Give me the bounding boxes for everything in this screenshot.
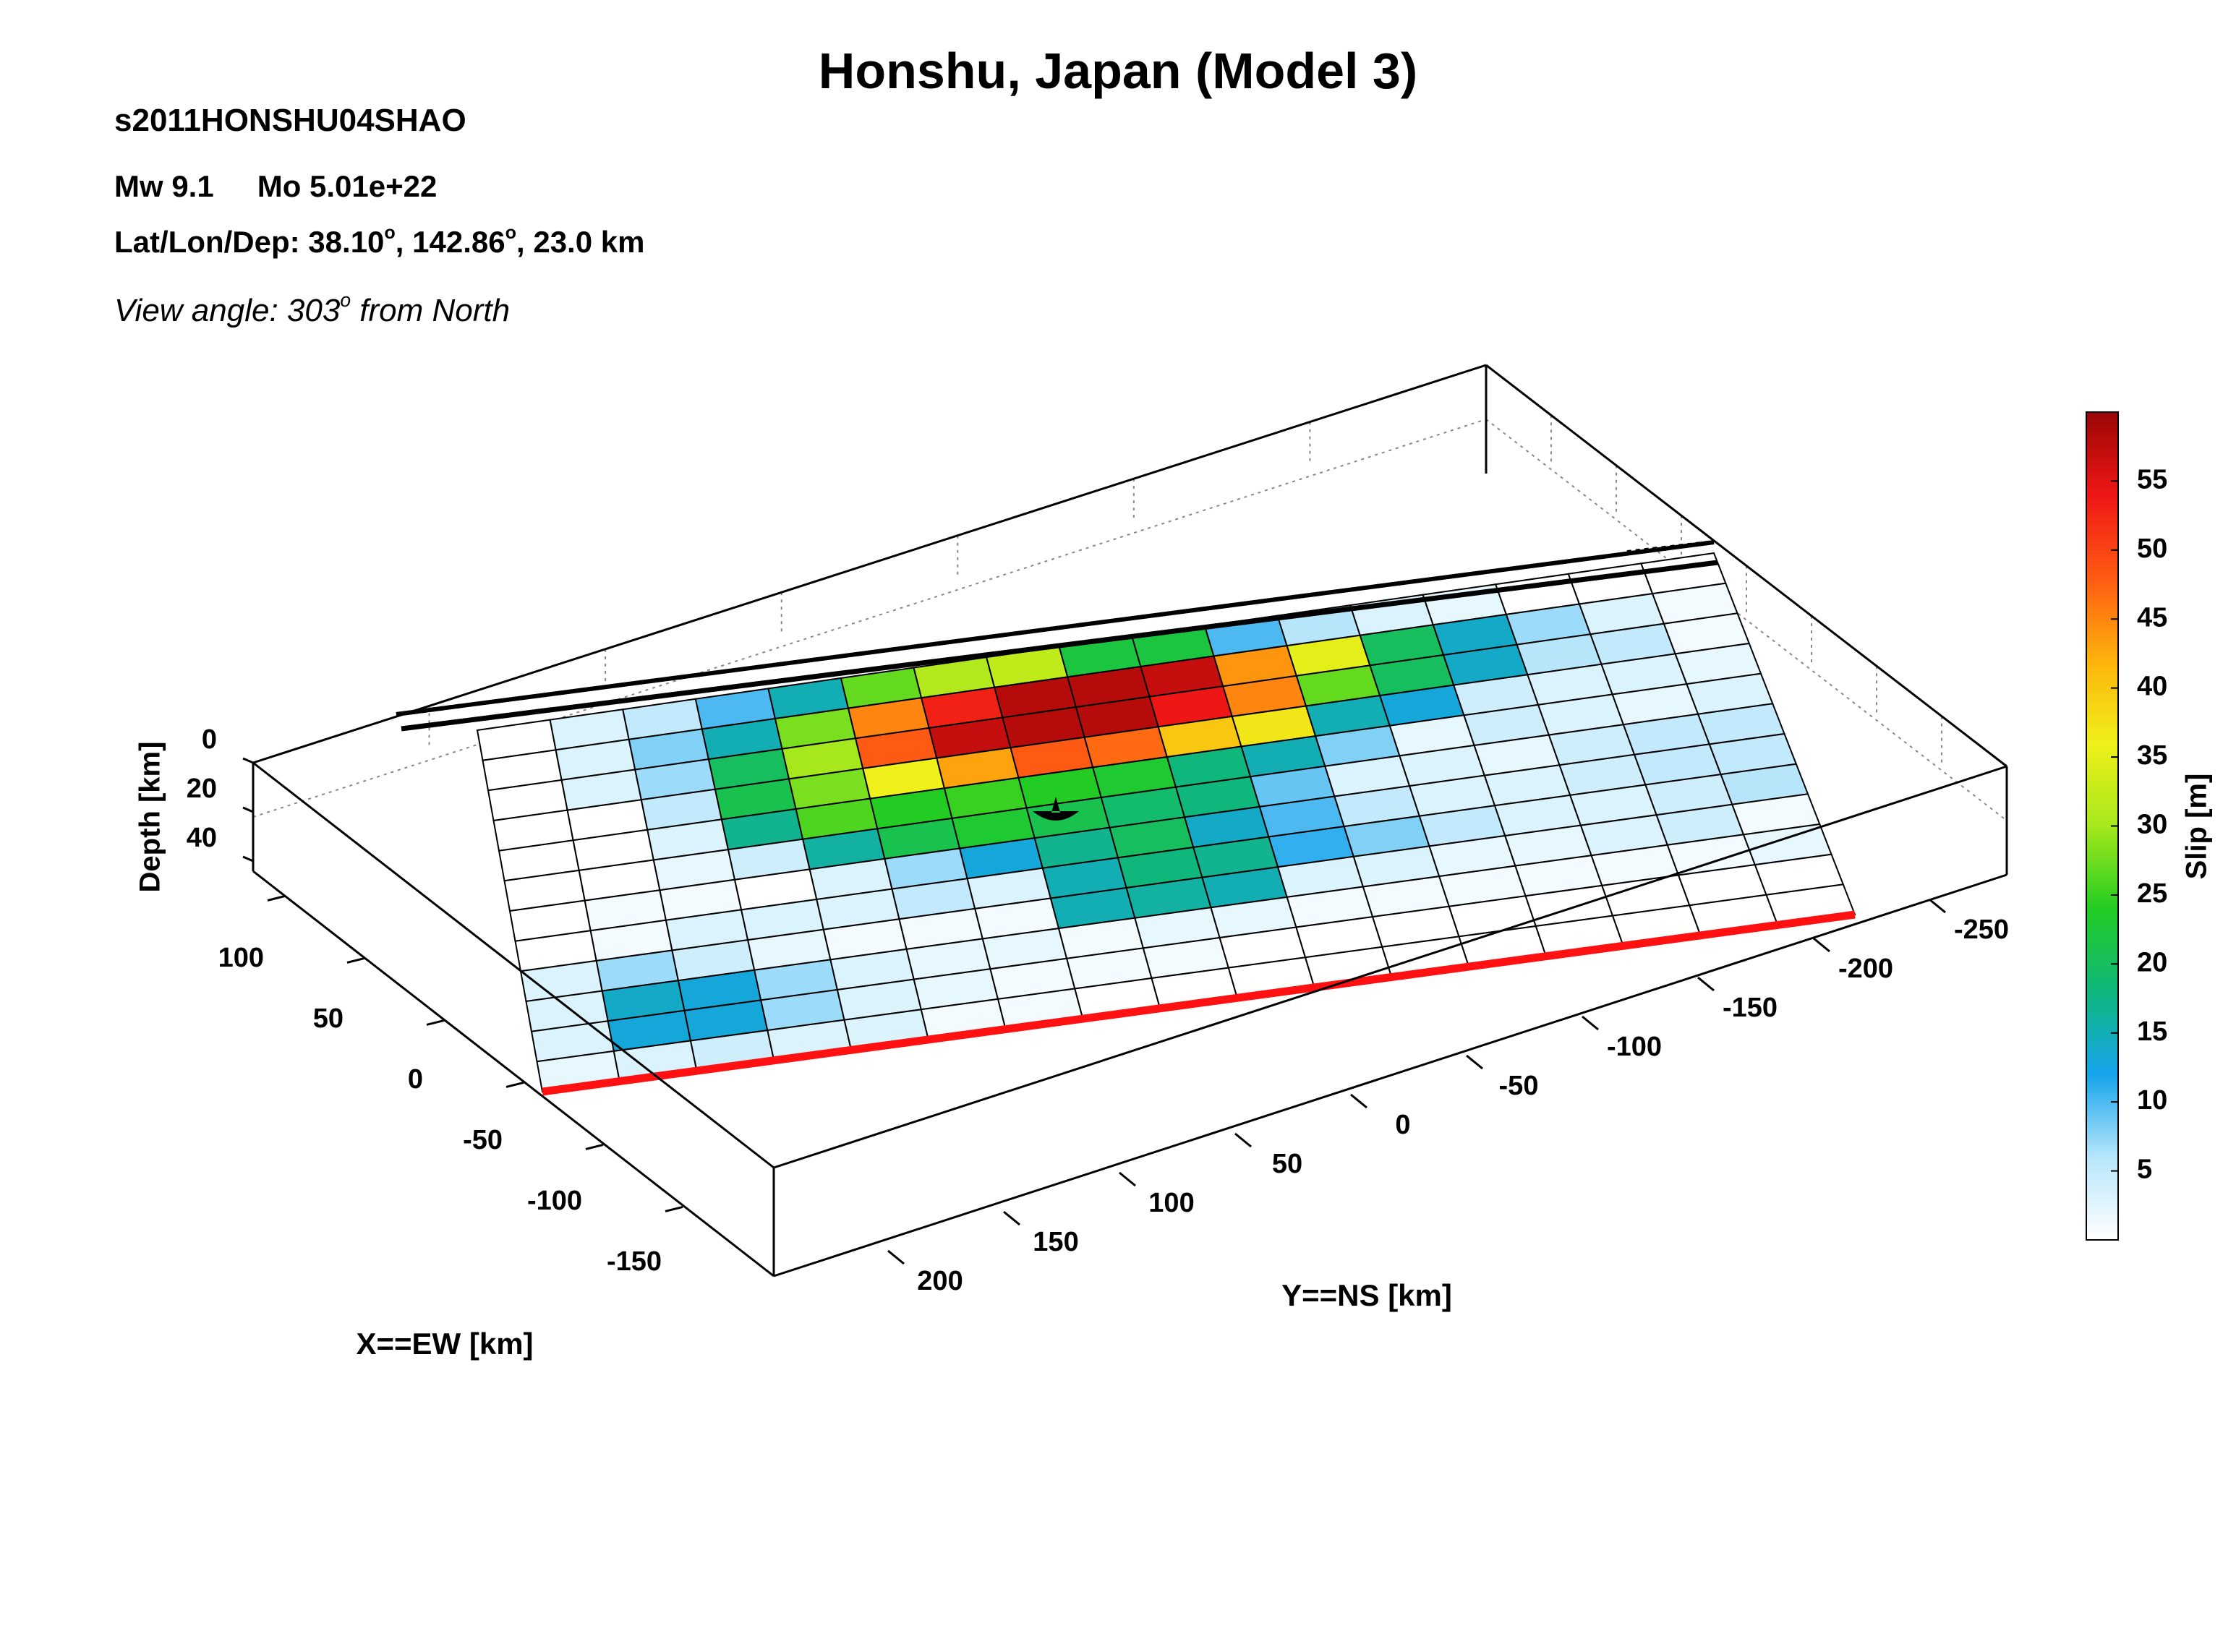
box-edge (252, 870, 775, 1277)
x-tick (426, 1019, 445, 1026)
x-tick (267, 894, 286, 902)
colorbar-tick-label: 5 (2137, 1155, 2152, 1185)
colorbar-tick-label: 25 (2137, 878, 2167, 909)
x-tick (505, 1081, 524, 1088)
y-tick (1234, 1132, 1252, 1148)
trench-line (401, 560, 1718, 732)
y-tick (1003, 1210, 1020, 1226)
hypocenter-marker (1033, 797, 1079, 821)
deg-symbol: o (340, 289, 351, 311)
y-tick-label: 150 (1033, 1227, 1078, 1257)
colorbar-tick-label: 45 (2137, 602, 2167, 633)
depth-label: , 23.0 km (516, 224, 645, 259)
y-tick (1813, 937, 1830, 953)
x-tick-label: -150 (607, 1246, 662, 1277)
x-tick-label: 0 (408, 1064, 423, 1095)
y-tick-label: 50 (1272, 1149, 1302, 1179)
x-axis-label: X==EW [km] (356, 1327, 533, 1361)
colorbar-tick-label: 40 (2137, 672, 2167, 702)
seismic-moment: Mo 5.01e+22 (257, 169, 438, 203)
colorbar-tick-label: 35 (2137, 740, 2167, 771)
box-edge (252, 761, 775, 1169)
box-edge (773, 765, 2007, 1169)
fault-bottom-edge (542, 910, 1856, 1096)
z-tick-label: 20 (187, 774, 217, 804)
lat-label: Lat/Lon/Dep: 38.10 (114, 224, 385, 259)
y-tick (1929, 898, 1946, 914)
x-tick (585, 1143, 604, 1150)
x-tick (665, 1205, 683, 1212)
y-tick (1350, 1093, 1367, 1109)
y-tick-label: -50 (1499, 1071, 1539, 1101)
deg-symbol: o (384, 223, 396, 243)
colorbar-tick-label: 20 (2137, 947, 2167, 977)
y-tick (1582, 1015, 1599, 1031)
trench-line-upper (396, 540, 1715, 716)
box-edge (1485, 364, 2007, 768)
y-tick-label: -250 (1954, 915, 2009, 945)
colorbar-tick-label: 50 (2137, 534, 2167, 564)
trench-dash (1626, 540, 1715, 555)
event-id: s2011HONSHU04SHAO (114, 103, 466, 138)
y-tick-label: 0 (1395, 1110, 1410, 1140)
box-edge (773, 873, 2007, 1277)
y-tick-label: 200 (917, 1266, 963, 1296)
z-axis-label: Depth [km] (135, 742, 166, 893)
view-angle-line: View angle: 303o from North (114, 289, 510, 329)
view-angle-suffix: from North (351, 292, 511, 328)
fault-plane (476, 552, 1856, 1093)
x-tick (346, 956, 365, 964)
z-tick (242, 757, 254, 764)
x-tick-label: 100 (218, 943, 264, 973)
colorbar-tick-label: 55 (2137, 464, 2167, 495)
colorbar-label: Slip [m] (2181, 774, 2213, 880)
z-tick-label: 0 (202, 724, 217, 755)
deg-symbol: o (505, 223, 516, 243)
location-line: Lat/Lon/Dep: 38.10o, 142.86o, 23.0 km (114, 223, 644, 260)
y-tick-label: -200 (1838, 954, 1893, 984)
colorbar-tick-label: 10 (2137, 1085, 2167, 1116)
z-tick (242, 855, 254, 863)
view-angle-label: View angle: 303 (114, 292, 341, 328)
moment-magnitude: Mw 9.1 (114, 169, 214, 203)
x-tick-label: 50 (313, 1003, 343, 1034)
chart-title: Honshu, Japan (Model 3) (818, 43, 1418, 99)
lon-label: , 142.86 (395, 224, 505, 259)
x-tick-label: -50 (463, 1125, 503, 1155)
z-tick-label: 40 (187, 823, 217, 853)
y-tick-label: -150 (1723, 993, 1778, 1023)
y-tick (1119, 1171, 1136, 1187)
magnitude-line: Mw 9.1 Mo 5.01e+22 (114, 169, 437, 204)
y-tick (1697, 976, 1715, 992)
box-edge (252, 364, 1487, 764)
y-axis-label: Y==NS [km] (1281, 1278, 1452, 1312)
grid-line (1485, 419, 2007, 821)
y-tick (1466, 1054, 1483, 1070)
grid-line (252, 419, 1487, 818)
colorbar-tick-label: 15 (2137, 1017, 2167, 1047)
y-tick (887, 1249, 905, 1265)
z-tick (242, 806, 254, 813)
y-tick-label: -100 (1607, 1032, 1662, 1062)
x-tick-label: -100 (527, 1186, 582, 1216)
y-tick-label: 100 (1148, 1188, 1194, 1218)
colorbar-tick-label: 30 (2137, 810, 2167, 840)
